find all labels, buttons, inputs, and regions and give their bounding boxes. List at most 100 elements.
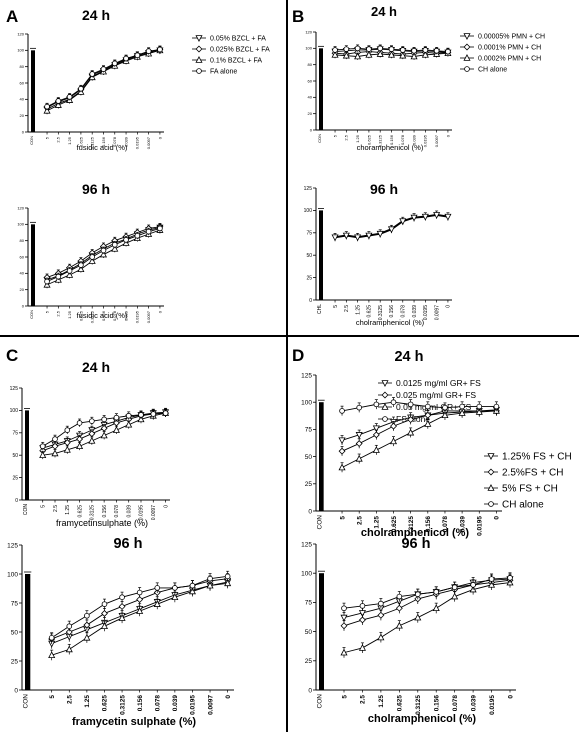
- y-tick-label: 50: [11, 629, 19, 636]
- y-tick-label: 100: [301, 399, 312, 406]
- panel-letter-d: D: [292, 346, 304, 365]
- data-point: [390, 422, 397, 430]
- data-point: [89, 71, 95, 77]
- x-axis-label: framycetinsulphate (%): [56, 518, 148, 528]
- data-point: [338, 463, 346, 471]
- y-tick-label: 100: [17, 48, 24, 53]
- data-point: [355, 454, 363, 462]
- data-point: [442, 404, 448, 411]
- control-label: CON: [29, 136, 34, 145]
- x-tick-label: 0.039: [459, 516, 466, 533]
- data-point: [171, 593, 179, 600]
- data-point: [421, 50, 429, 58]
- x-tick-label: 0.156: [101, 310, 106, 321]
- data-point: [389, 437, 398, 445]
- data-point: [118, 603, 126, 610]
- series-line: [46, 49, 160, 108]
- x-tick-label: 0.625: [78, 136, 83, 147]
- y-tick-label: 0: [15, 498, 18, 504]
- data-point: [433, 212, 441, 219]
- chart-title: 24 h: [394, 349, 423, 365]
- data-point: [66, 623, 73, 629]
- data-point: [48, 634, 55, 641]
- x-tick-label: 0.3125: [378, 305, 384, 321]
- data-point: [355, 432, 363, 439]
- x-axis-label: fusidic acid (%): [77, 311, 128, 320]
- x-tick-label: 0.0195: [135, 310, 140, 323]
- control-label: CON: [23, 504, 29, 516]
- x-tick-label: 0.156: [137, 695, 144, 712]
- data-point: [424, 411, 432, 419]
- x-tick-label: 0.156: [425, 516, 432, 533]
- y-tick-label: 50: [306, 253, 312, 259]
- x-tick-label: 0.0195: [489, 695, 496, 715]
- control-label: CON: [317, 694, 324, 709]
- x-tick-label: 2.5: [56, 310, 61, 316]
- data-point: [100, 247, 107, 254]
- control-label: CON: [29, 310, 34, 319]
- legend-marker: [487, 484, 495, 491]
- chart-a-24h: 24 h 0 20 40 60 80 100 120 CON 5 2.5 1.25 0.625 0.312…: [17, 7, 270, 152]
- data-point: [113, 414, 120, 421]
- y-tick-label: 60: [20, 80, 25, 85]
- series-line: [46, 49, 161, 110]
- data-point: [507, 575, 513, 581]
- x-tick-label: 5: [44, 310, 49, 313]
- series-4: [339, 397, 500, 416]
- data-point: [476, 403, 483, 410]
- data-point: [66, 268, 73, 274]
- data-point: [55, 273, 62, 280]
- data-point: [100, 622, 109, 629]
- x-tick-label: 0.156: [101, 136, 106, 147]
- y-tick-label: 40: [20, 97, 25, 102]
- legend-marker: [464, 66, 470, 72]
- y-tick-label: 75: [305, 427, 313, 434]
- data-point: [48, 651, 56, 658]
- series-line: [343, 578, 511, 619]
- data-point: [407, 416, 415, 424]
- series-2: [340, 574, 514, 631]
- legend-label: 0.0002% PMN + CH: [478, 55, 541, 62]
- data-point: [377, 633, 385, 641]
- x-tick-label: 0.3125: [415, 695, 422, 715]
- data-point: [224, 573, 231, 580]
- legend-marker: [195, 35, 203, 42]
- x-tick-label: 0: [494, 516, 501, 520]
- control-bar: [319, 210, 323, 300]
- series-line: [343, 579, 511, 627]
- data-point: [340, 622, 348, 630]
- data-point: [359, 603, 366, 609]
- x-tick-label: 0.078: [155, 695, 162, 712]
- data-point: [387, 226, 396, 234]
- y-tick-label: 20: [20, 287, 25, 292]
- data-point: [377, 45, 383, 52]
- x-tick-label: 0.0097: [434, 305, 440, 321]
- data-point: [55, 98, 62, 104]
- series-line: [341, 409, 497, 441]
- charts-layer: 24 h 0 20 40 60 80 100 120 CON 5 2.5 1.25 0.625 0.312…: [7, 4, 572, 728]
- data-point: [372, 446, 380, 453]
- y-tick-label: 25: [12, 475, 18, 481]
- y-tick-label: 40: [308, 95, 313, 100]
- legend-label: 5% FS + CH: [502, 484, 558, 495]
- data-point: [112, 419, 120, 427]
- x-tick-label: 2.5: [67, 695, 74, 704]
- y-tick-label: 80: [20, 64, 25, 69]
- control-label: CON: [316, 515, 323, 530]
- x-tick-label: 2.5: [56, 136, 61, 142]
- x-tick-label: 0.625: [77, 505, 83, 518]
- data-point: [157, 46, 163, 53]
- legend-label: 1.25% FS + CH: [502, 452, 572, 463]
- legend-marker: [381, 403, 389, 410]
- panel-letter-c: C: [6, 346, 18, 365]
- y-tick-label: 0: [309, 298, 312, 304]
- control-label: CON: [317, 134, 322, 143]
- chart-title: 24 h: [82, 7, 110, 23]
- legend: 0.05% BZCL + FA 0.025% BZCL + FA 0.1% BZCL…: [192, 35, 270, 75]
- data-point: [51, 442, 59, 450]
- y-tick-label: 75: [11, 600, 19, 607]
- data-point: [451, 584, 458, 591]
- panel-letter-b: B: [292, 7, 304, 26]
- y-tick-label: 50: [305, 629, 313, 636]
